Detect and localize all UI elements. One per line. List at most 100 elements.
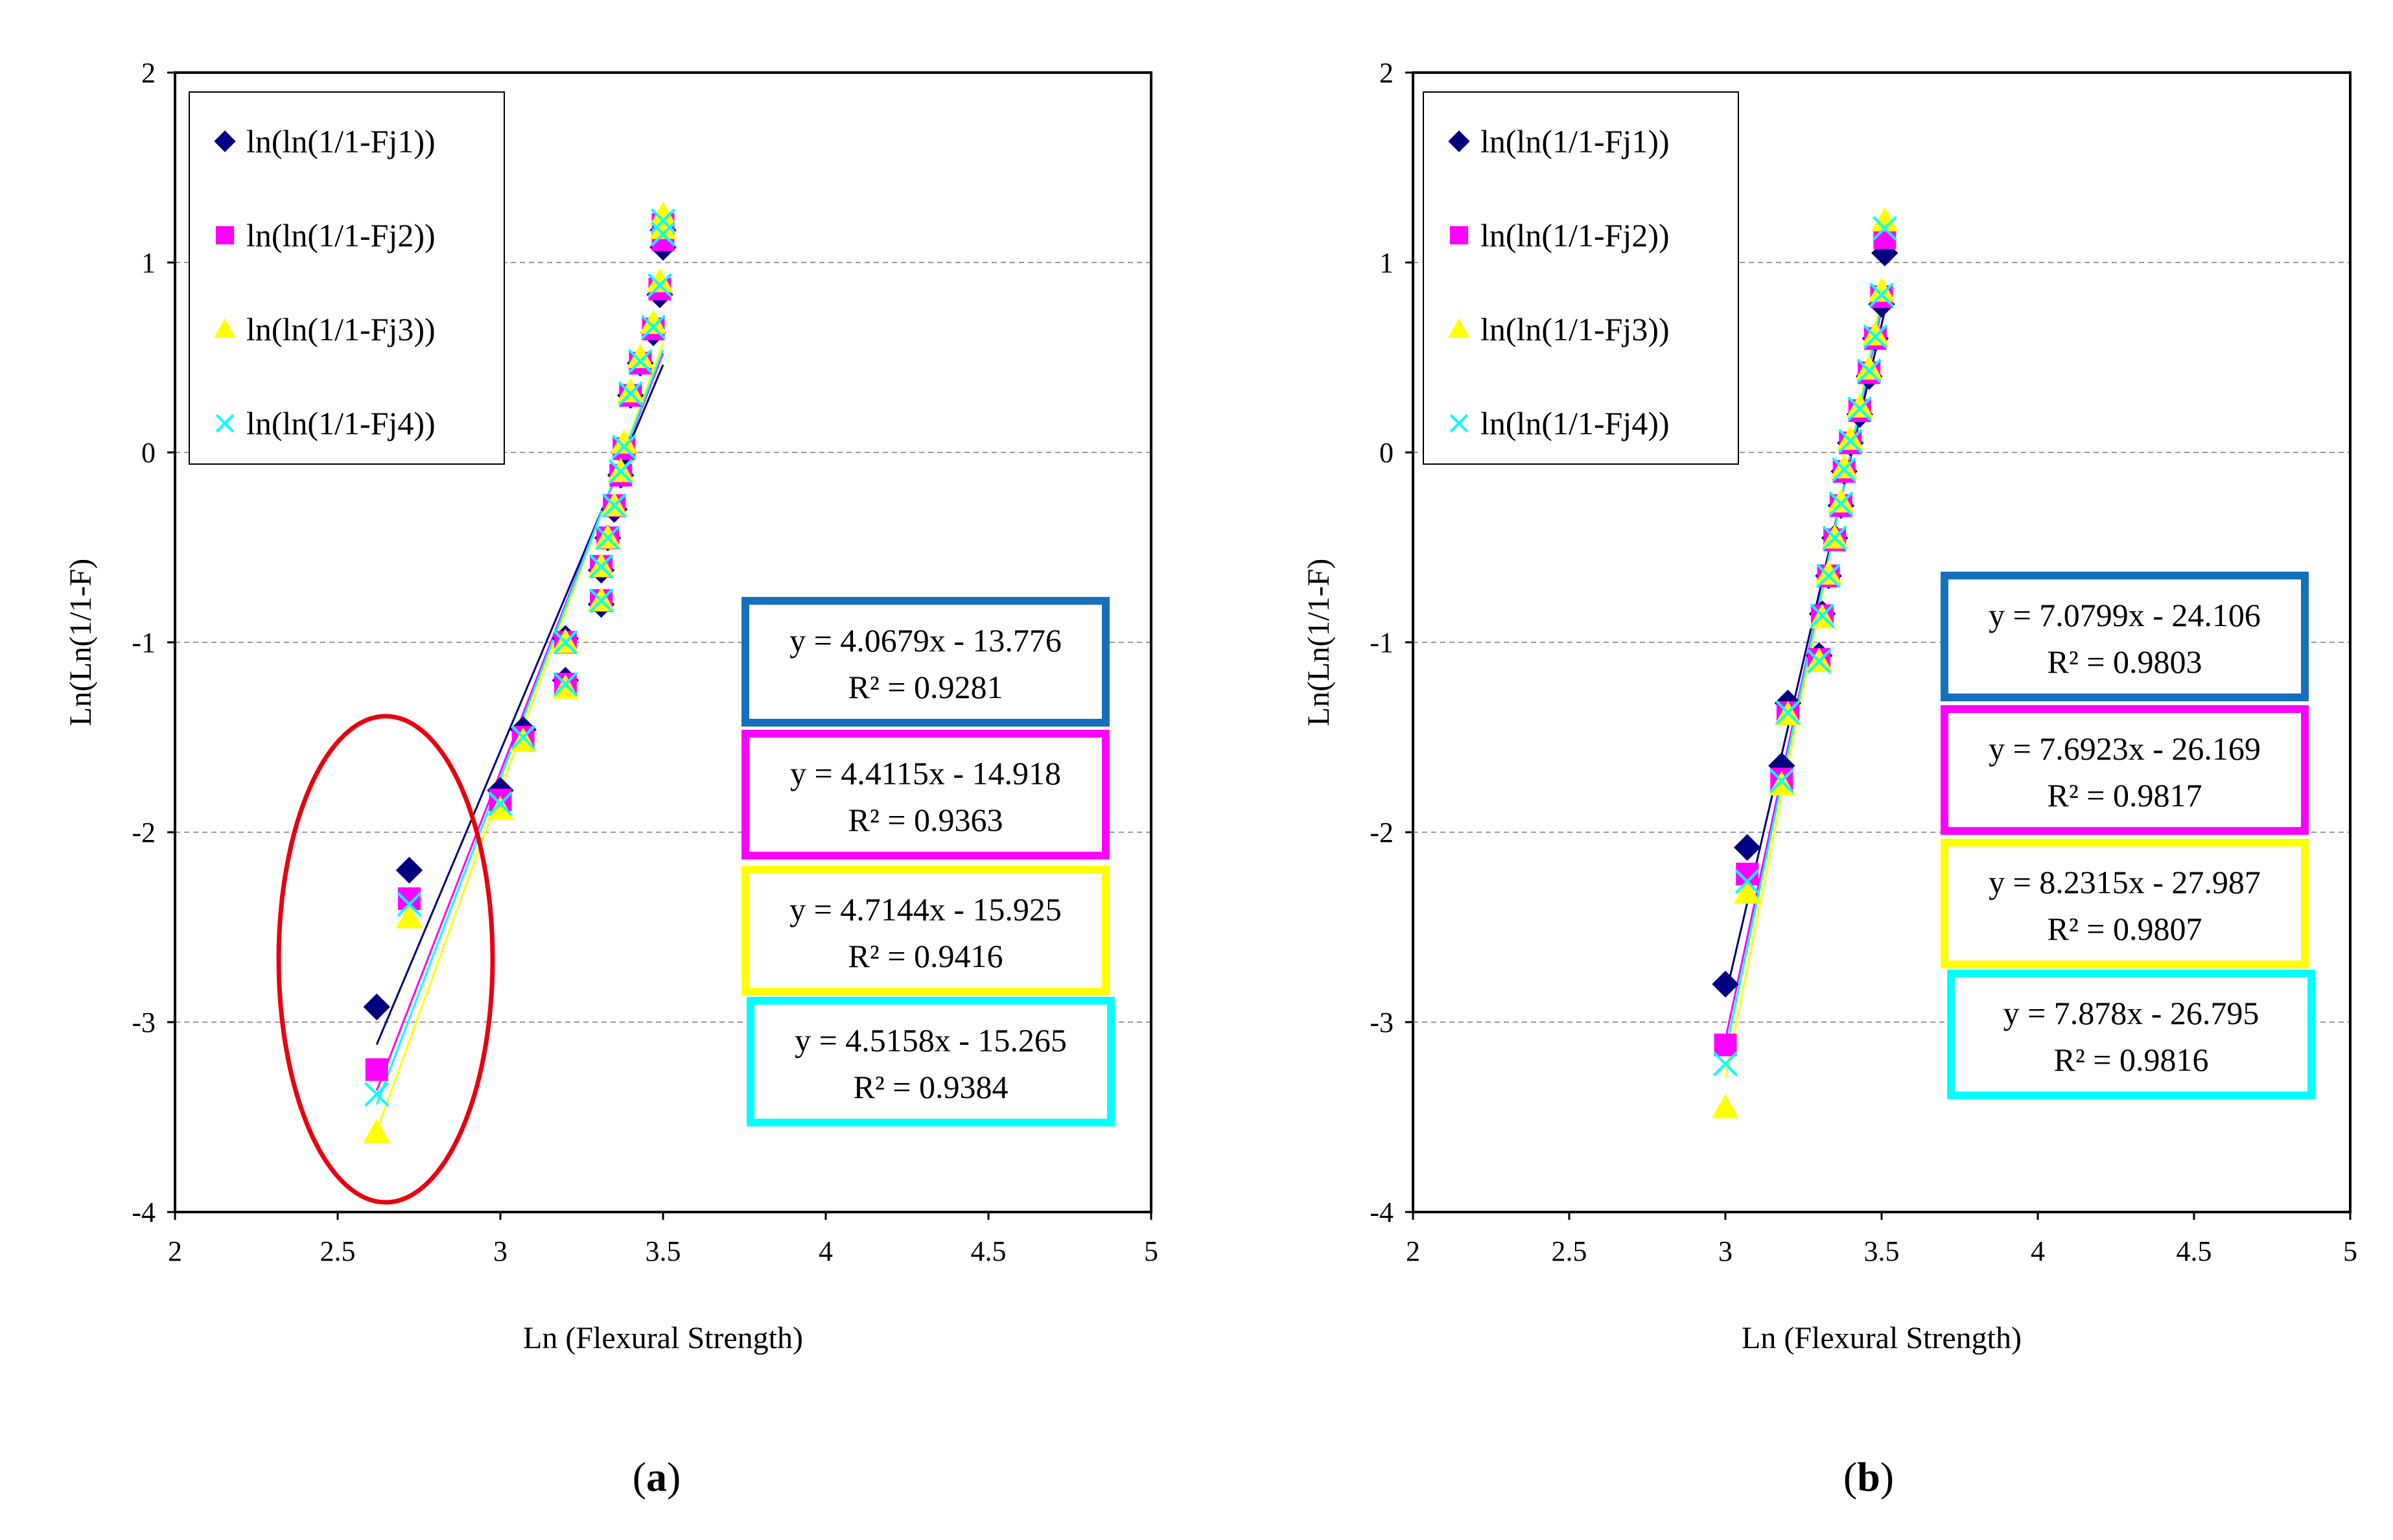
legend-marker-2 [215, 226, 235, 245]
data-point-series-3 [509, 727, 537, 752]
data-point-series-4 [611, 434, 636, 460]
data-point-series-4 [595, 525, 620, 550]
r-squared: R² = 0.9817 [2047, 777, 2202, 813]
y-tick-label: 1 [1379, 247, 1394, 279]
x-tick-label: 4 [819, 1235, 833, 1267]
data-point-series-4 [650, 222, 676, 247]
data-point-series-4 [1816, 563, 1841, 589]
data-point-series-4 [1869, 282, 1895, 307]
equation-box-1: y = 4.0679x - 13.776 R² = 0.9281 [741, 597, 1110, 727]
legend-marker-1 [214, 130, 236, 152]
data-point-series-4 [589, 588, 614, 613]
legend-marker-2 [1449, 226, 1469, 245]
data-point-series-4 [1856, 358, 1882, 384]
legend-marker-4 [215, 414, 235, 433]
data-point-series-3 [1855, 355, 1883, 380]
data-point-series-4 [553, 671, 578, 697]
equation-box-3: y = 4.7144x - 15.925 R² = 0.9416 [741, 866, 1110, 996]
panel-label: (b) [1843, 1454, 1894, 1500]
trend-equation: y = 4.7144x - 15.925 [789, 891, 1062, 928]
y-tick-label: 2 [1379, 57, 1394, 89]
equation-box-border [741, 866, 1110, 996]
data-point-series-4 [1806, 649, 1832, 674]
y-axis-title: Ln(Ln(1/1-F) [1302, 559, 1336, 727]
data-point-series-3 [1836, 425, 1864, 450]
trend-equation: y = 8.2315x - 27.987 [1989, 864, 2261, 900]
data-point-series-4 [1775, 700, 1801, 725]
data-point-series-4 [1832, 457, 1857, 482]
legend-entry-3: ln(ln(1/1-Fj3)) [246, 311, 436, 347]
y-tick-label: 0 [141, 437, 156, 469]
r-squared: R² = 0.9816 [2053, 1042, 2208, 1078]
y-tick-label: 0 [1379, 437, 1394, 469]
legend-marker-3 [1448, 318, 1470, 338]
trend-equation: y = 4.5158x - 15.265 [795, 1022, 1067, 1058]
data-point-series-3 [395, 904, 423, 929]
legend-entry-1: ln(ln(1/1-Fj1)) [246, 123, 436, 159]
x-tick-label: 3.5 [1864, 1235, 1900, 1267]
r-squared: R² = 0.9281 [848, 669, 1003, 705]
data-point-series-2 [365, 1058, 388, 1081]
data-point-series-3 [1733, 879, 1761, 904]
data-point-series-4 [1828, 491, 1854, 517]
data-point-series-4 [1847, 396, 1873, 421]
data-point-series-3 [1768, 771, 1795, 796]
data-point-series-4 [589, 554, 614, 579]
data-point-series-4 [1769, 768, 1794, 793]
x-tick-label: 5 [2343, 1235, 2357, 1267]
x-tick-label: 3 [493, 1235, 508, 1267]
legend-entry-4: ln(ln(1/1-Fj4)) [1480, 405, 1670, 441]
y-tick-label: 2 [141, 57, 156, 89]
legend-entry-2: ln(ln(1/1-Fj2)) [246, 217, 436, 253]
trend-equation: y = 7.878x - 26.795 [2003, 995, 2259, 1031]
data-point-series-3 [1827, 488, 1855, 513]
x-tick-label: 2 [168, 1235, 182, 1267]
data-point-series-1 [1712, 970, 1739, 998]
trend-equation: y = 7.6923x - 26.169 [1989, 730, 2261, 767]
y-tick-label: -2 [1370, 817, 1394, 848]
data-point-series-1 [1734, 834, 1761, 861]
x-tick-label: 5 [1144, 1235, 1158, 1267]
r-squared: R² = 0.9807 [2047, 911, 2202, 947]
x-axis-title: Ln (Flexural Strength) [1742, 1321, 2022, 1355]
equation-box-4: y = 7.878x - 26.795 R² = 0.9816 [1947, 970, 2315, 1099]
data-point-series-4 [1838, 428, 1863, 454]
data-point-series-1 [395, 856, 423, 884]
data-point-series-4 [627, 349, 653, 374]
data-point-series-4 [487, 791, 513, 817]
data-point-series-4 [1822, 525, 1847, 550]
y-tick-label: -1 [1370, 627, 1394, 659]
equation-box-border [1941, 839, 2309, 968]
panel-label: (a) [633, 1454, 681, 1500]
equation-box-2: y = 4.4115x - 14.918 R² = 0.9363 [741, 730, 1110, 859]
data-point-series-2 [1714, 1033, 1737, 1056]
legend-marker-1 [1448, 130, 1470, 152]
equation-box-2: y = 7.6923x - 26.169 R² = 0.9817 [1941, 705, 2309, 835]
trend-equation: y = 7.0799x - 24.106 [1989, 597, 2261, 633]
data-point-series-4 [364, 1082, 390, 1107]
data-point-series-4 [511, 725, 536, 750]
data-point-series-4 [1863, 324, 1888, 349]
data-point-series-4 [1712, 1051, 1738, 1077]
y-tick-label: 1 [141, 247, 156, 279]
equation-box-border [1947, 970, 2315, 1099]
x-tick-label: 4 [2031, 1235, 2045, 1267]
data-point-series-4 [618, 381, 643, 406]
equation-box-border [1941, 705, 2309, 835]
trend-equation: y = 4.0679x - 13.776 [789, 622, 1062, 659]
chart-panel-b: -4 -3 -2 -1 0 1 2 2 2.5 3 3.5 4 4.5 5 Ln (Flexural Str… [1302, 57, 2357, 1500]
data-point-series-4 [1734, 869, 1760, 894]
y-tick-label: -4 [132, 1196, 156, 1228]
x-tick-label: 2.5 [320, 1235, 356, 1267]
outlier-ellipse [276, 714, 495, 1205]
legend-marker-4 [1449, 414, 1469, 433]
r-squared: R² = 0.9363 [848, 802, 1003, 838]
legend-entry-2: ln(ln(1/1-Fj2)) [1480, 217, 1670, 253]
x-tick-label: 4.5 [971, 1235, 1007, 1267]
y-tick-label: -3 [132, 1007, 156, 1038]
y-tick-label: -3 [1370, 1007, 1394, 1038]
legend-entry-3: ln(ln(1/1-Fj3)) [1480, 311, 1670, 347]
data-point-series-4 [647, 273, 672, 298]
data-point-series-1 [363, 993, 390, 1021]
